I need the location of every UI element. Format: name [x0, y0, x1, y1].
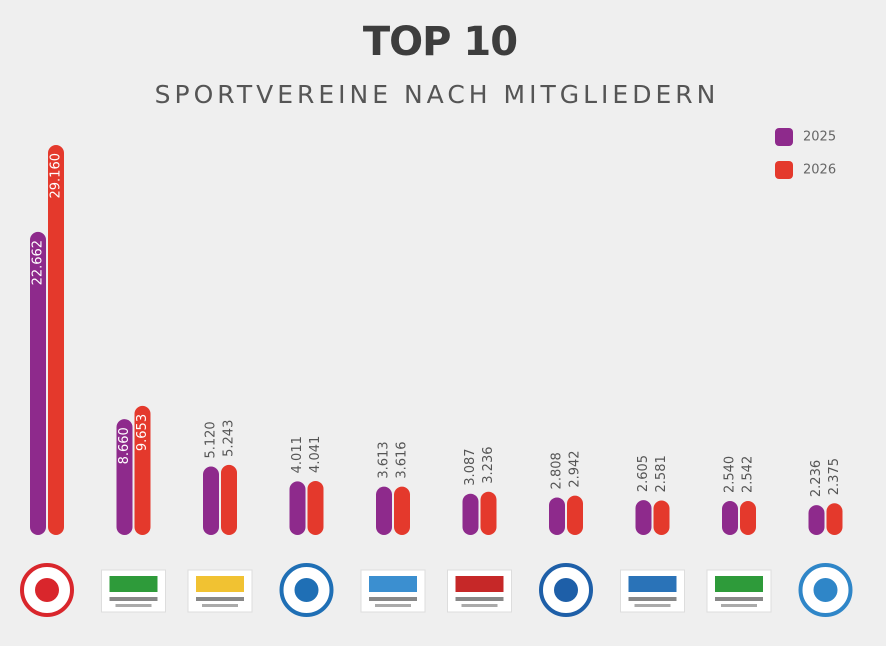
- logo-shape: [715, 576, 763, 592]
- value-label: 2.942: [568, 450, 583, 487]
- club-logo: [620, 569, 685, 613]
- value-label: 5.120: [204, 421, 219, 458]
- logo-shape: [721, 604, 757, 607]
- value-label: 2.375: [827, 458, 842, 495]
- bar: [48, 145, 64, 535]
- legend-label: 2026: [803, 163, 836, 178]
- bar: [116, 419, 133, 535]
- club-logo: [798, 563, 853, 617]
- bar: [549, 497, 565, 535]
- club-logo: [447, 569, 512, 613]
- logo-shape: [109, 576, 158, 592]
- bar: [826, 503, 843, 535]
- chart-subtitle: SPORTVEREINE NACH MITGLIEDERN: [155, 80, 720, 109]
- logo-shape: [455, 576, 504, 592]
- bar: [30, 231, 46, 535]
- logo-shape: [554, 578, 578, 602]
- logo-shape: [369, 576, 417, 592]
- value-label: 29.160: [49, 153, 64, 199]
- logo-shape: [35, 578, 59, 602]
- logo-shape: [196, 576, 244, 592]
- value-label: 3.616: [395, 441, 410, 478]
- logo-shape: [634, 604, 671, 607]
- club-logo: [187, 569, 253, 613]
- club-logo: [539, 563, 593, 617]
- value-label: 2.540: [723, 456, 738, 493]
- logo-shape: [628, 576, 677, 592]
- value-label: 9.653: [135, 414, 150, 451]
- bar: [635, 500, 652, 535]
- bar: [307, 480, 324, 535]
- logo-shape: [369, 597, 417, 601]
- value-label: 3.236: [481, 447, 496, 484]
- logo-shape: [202, 604, 238, 607]
- bar: [808, 505, 825, 535]
- legend-swatch: [775, 128, 793, 146]
- bar: [567, 495, 583, 535]
- logo-shape: [455, 597, 504, 601]
- value-label: 3.613: [377, 441, 392, 478]
- value-label: 3.087: [463, 448, 478, 485]
- value-label: 4.041: [308, 436, 323, 473]
- value-label: 22.662: [31, 240, 46, 286]
- value-label: 4.011: [290, 436, 305, 473]
- logo-shape: [813, 578, 838, 602]
- value-label: 2.605: [636, 455, 651, 492]
- club-logo: [279, 563, 334, 617]
- legend-label: 2025: [803, 130, 836, 145]
- bar: [653, 500, 670, 535]
- chart-title: TOP 10: [363, 19, 517, 65]
- legend-swatch: [775, 161, 793, 179]
- bar: [376, 486, 392, 535]
- logo-shape: [461, 604, 498, 607]
- club-logo: [360, 569, 426, 613]
- value-label: 2.808: [550, 452, 565, 489]
- logo-shape: [109, 597, 158, 601]
- logo-shape: [196, 597, 244, 601]
- bar: [289, 481, 306, 535]
- logo-shape: [628, 597, 677, 601]
- logo-shape: [294, 578, 319, 602]
- bar: [722, 501, 738, 535]
- bar: [480, 491, 497, 535]
- bar: [740, 501, 756, 535]
- club-logo: [101, 569, 166, 613]
- bar: [221, 464, 237, 535]
- logo-shape: [375, 604, 411, 607]
- value-label: 2.581: [654, 455, 669, 492]
- value-label: 5.243: [222, 420, 237, 457]
- logo-shape: [115, 604, 152, 607]
- club-logo: [706, 569, 772, 613]
- logo-shape: [715, 597, 763, 601]
- value-label: 8.660: [117, 427, 132, 464]
- bar: [134, 405, 151, 535]
- bar: [203, 466, 219, 535]
- value-label: 2.236: [809, 460, 824, 497]
- value-label: 2.542: [741, 456, 756, 493]
- bar: [462, 493, 479, 535]
- club-logo: [20, 563, 74, 617]
- bar: [394, 486, 410, 535]
